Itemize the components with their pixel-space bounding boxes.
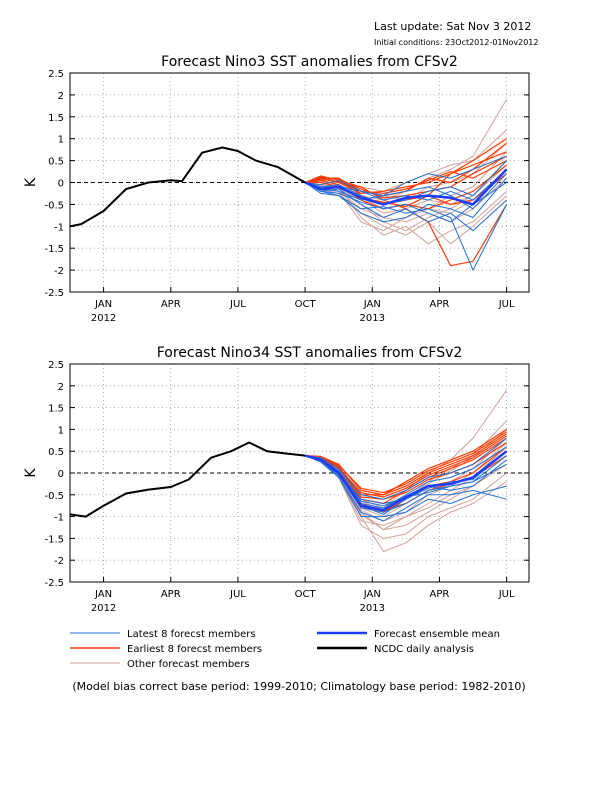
earliest-member-line [304,155,507,199]
x-year-label: 2013 [360,313,385,324]
y-axis-label: K [23,468,39,478]
x-tick-label: APR [430,589,450,600]
x-tick-label: JUL [498,299,515,310]
y-tick-label: 1.5 [48,404,64,415]
latest-member-line [304,182,508,271]
x-tick-label: JAN [363,299,381,310]
y-tick-label: 2 [58,91,64,102]
x-tick-label: JAN [94,589,112,600]
y-tick-label: -2.5 [44,578,64,589]
legend-label-mean: Forecast ensemble mean [374,629,500,640]
x-tick-label: JUL [229,299,246,310]
x-tick-label: JAN [363,589,381,600]
legend-label-earliest: Earliest 8 forecst members [127,644,262,655]
nino34-chart: Forecast Nino34 SST anomalies from CFSv2… [23,345,530,614]
y-tick-label: 1.5 [48,113,64,124]
y-tick-label: -1 [54,513,64,524]
earliest-member-line [304,160,507,194]
latest-member-line [304,455,507,518]
earliest-member-line [305,433,507,496]
x-tick-label: JUL [498,589,515,600]
last-update-label: Last update: Sat Nov 3 2012 [374,20,532,33]
legend-label-other: Other forecast members [127,659,250,670]
latest-member-line [305,437,507,500]
latest-member-line [304,182,507,223]
earliest-member-line [305,431,507,494]
other-member-line [304,182,507,245]
ensemble-mean-line [304,168,508,206]
y-tick-label: 2.5 [48,360,64,371]
ensemble-mean-line [304,450,508,512]
legend: Latest 8 forecst members Earliest 8 forec… [70,629,500,670]
initial-conditions-label: Initial conditions: 23Oct2012-01Nov2012 [374,38,539,47]
x-tick-label: APR [161,299,181,310]
y-axis-label: K [23,177,39,187]
chart-title: Forecast Nino3 SST anomalies from CFSv2 [161,54,458,70]
y-tick-label: 2 [58,382,64,393]
x-year-label: 2012 [91,313,116,324]
x-tick-label: APR [161,589,181,600]
legend-label-latest: Latest 8 forecst members [127,629,256,640]
x-tick-label: APR [430,299,450,310]
observed-line [69,441,306,518]
x-tick-label: OCT [295,299,317,310]
y-tick-label: -0.5 [44,200,64,211]
y-tick-label: -2 [54,556,64,567]
y-tick-label: 0 [58,469,64,480]
footnote: (Model bias correct base period: 1999-20… [72,680,525,693]
latest-member-line [304,450,507,515]
x-tick-label: OCT [295,589,317,600]
y-tick-label: 1 [58,135,64,146]
observed-line [69,146,306,228]
y-tick-label: -1.5 [44,534,64,545]
latest-member-line [305,155,507,197]
x-tick-label: JAN [94,299,112,310]
legend-label-obs: NCDC daily analysis [374,644,474,655]
latest-member-line [304,182,507,232]
y-tick-label: 0 [58,179,64,190]
y-tick-label: 2.5 [48,69,64,80]
y-tick-label: 0.5 [48,157,64,168]
latest-member-line [304,455,507,507]
y-tick-label: -1 [54,222,64,233]
chart-title: Forecast Nino34 SST anomalies from CFSv2 [157,345,463,361]
x-year-label: 2012 [91,603,116,614]
y-tick-label: 1 [58,425,64,436]
earliest-member-line [304,437,507,505]
y-tick-label: 0.5 [48,447,64,458]
y-tick-label: -0.5 [44,491,64,502]
y-tick-label: -2 [54,266,64,277]
x-year-label: 2013 [360,603,385,614]
nino3-chart: Forecast Nino3 SST anomalies from CFSv2 -… [23,54,530,324]
other-member-line [304,437,507,518]
x-tick-label: JUL [229,589,246,600]
y-tick-label: -1.5 [44,244,64,255]
y-tick-label: -2.5 [44,288,64,299]
other-member-line [304,169,507,232]
